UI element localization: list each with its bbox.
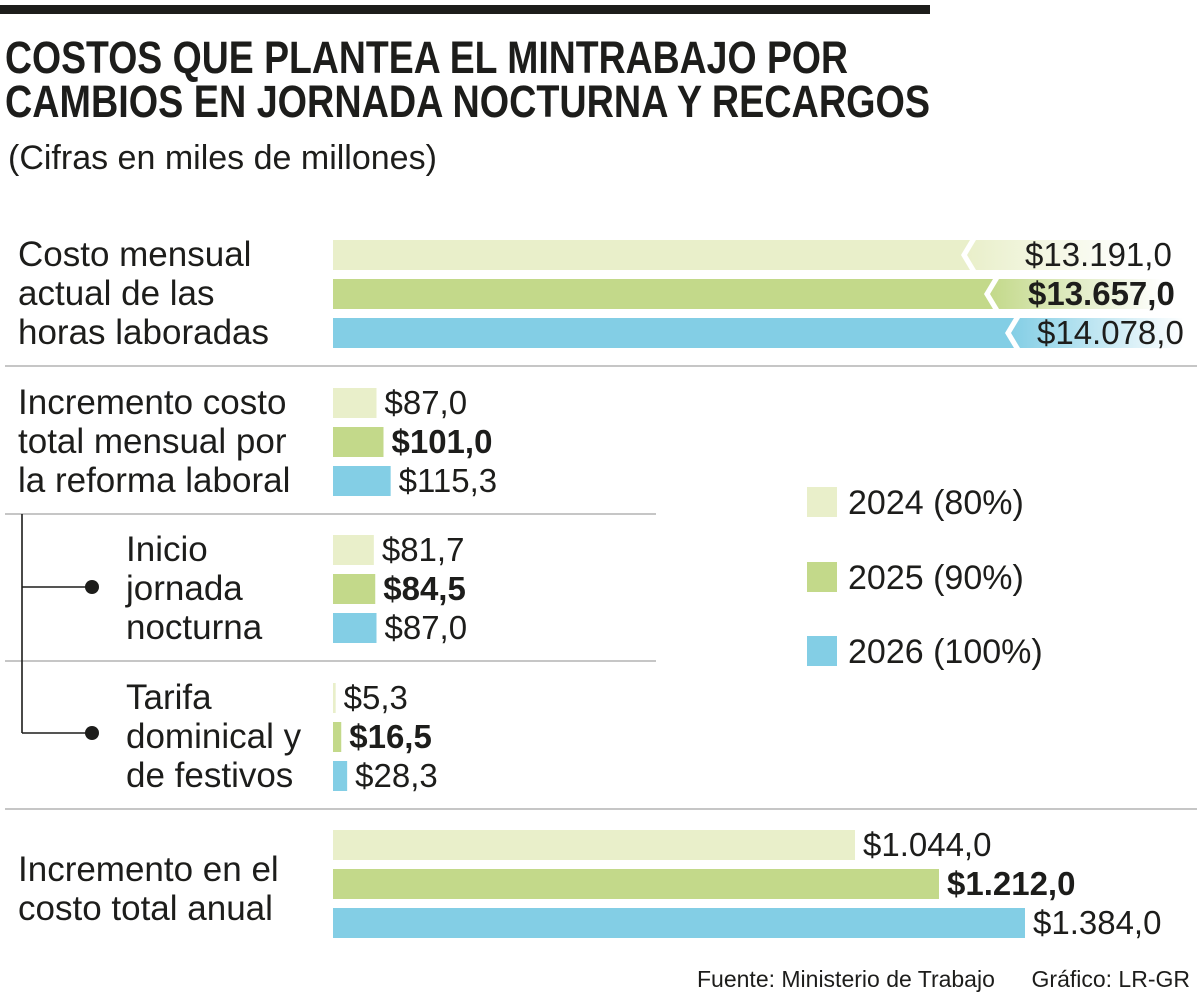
value-label-group2-2026: $115,3 — [399, 462, 497, 499]
bar-group2-2024 — [333, 388, 377, 418]
subtitle: (Cifras en miles de millones) — [8, 139, 437, 177]
subcategory-bracket — [21, 514, 99, 740]
title-line-2: CAMBIOS EN JORNADA NOCTURNA Y RECARGOS — [5, 76, 930, 127]
value-label-group2-2024: $87,0 — [385, 384, 468, 421]
legend-label-2025: 2025 (90%) — [848, 559, 1024, 597]
graphic-credit: Gráfico: LR-GR — [1032, 966, 1190, 992]
bar-group5-2025 — [333, 869, 939, 899]
category-label-line: costo total anual — [18, 889, 273, 928]
value-label-group4-2026: $28,3 — [355, 757, 438, 794]
bar-group4-2026 — [333, 761, 348, 791]
category-label-line: Tarifa — [126, 678, 212, 717]
source-note: Fuente: Ministerio de Trabajo — [697, 966, 995, 992]
category-label-line: Costo mensual — [18, 235, 251, 274]
value-label-group5-2026: $1.384,0 — [1033, 904, 1161, 941]
bar-group5-2024 — [333, 830, 855, 860]
bar-group3-2024 — [333, 535, 374, 565]
legend-swatch-2026 — [807, 636, 837, 666]
legend-swatch-2025 — [807, 562, 837, 592]
bar-group4-2024 — [333, 683, 336, 713]
title-line-1: COSTOS QUE PLANTEA EL MINTRABAJO POR — [5, 32, 848, 83]
legend-item-2024: 2024 (80%) — [807, 484, 1024, 522]
category-label-line: Incremento costo — [18, 383, 286, 422]
category-label-line: horas laboradas — [18, 313, 269, 352]
bar-group2-2025 — [333, 427, 384, 457]
bar-group2-2026 — [333, 466, 391, 496]
bracket-dot-tarifa — [85, 726, 99, 740]
legend: 2024 (80%) 2025 (90%) 2026 (100%) — [807, 484, 1043, 671]
bar-group3-2026 — [333, 613, 377, 643]
value-label-group1-2025: $13.657,0 — [1028, 275, 1175, 312]
legend-item-2026: 2026 (100%) — [807, 633, 1043, 671]
top-rule — [0, 5, 930, 14]
bar-group1-2024 — [333, 240, 970, 270]
bracket-dot-inicio — [85, 580, 99, 594]
bar-break-tail-group1-2024 — [967, 240, 1140, 270]
legend-item-2025: 2025 (90%) — [807, 559, 1024, 597]
category-label-line: nocturna — [126, 608, 263, 647]
value-label-group1-2024: $13.191,0 — [1025, 236, 1172, 273]
legend-label-2026: 2026 (100%) — [848, 633, 1043, 671]
value-label-group1-2026: $14.078,0 — [1037, 314, 1184, 351]
bar-group1-2025 — [333, 279, 993, 309]
value-label-group3-2025: $84,5 — [383, 570, 466, 607]
bar-break-tail-group1-2025 — [990, 279, 1163, 309]
category-label-line: Inicio — [126, 530, 208, 569]
bar-group1-2026 — [333, 318, 1014, 348]
category-label-line: dominical y — [126, 717, 302, 756]
category-label-line: Incremento en el — [18, 850, 279, 889]
value-label-group3-2026: $87,0 — [385, 609, 468, 646]
value-label-group5-2024: $1.044,0 — [863, 826, 991, 863]
bar-group3-2025 — [333, 574, 376, 604]
bar-group4-2025 — [333, 722, 342, 752]
value-label-group5-2025: $1.212,0 — [947, 865, 1075, 902]
bar-group5-2026 — [333, 908, 1025, 938]
legend-label-2024: 2024 (80%) — [848, 484, 1024, 522]
category-label-line: jornada — [125, 569, 243, 608]
category-label-line: la reforma laboral — [18, 461, 290, 500]
legend-swatch-2024 — [807, 487, 837, 517]
category-label-line: total mensual por — [18, 422, 287, 461]
value-label-group4-2025: $16,5 — [349, 718, 432, 755]
value-label-group4-2024: $5,3 — [344, 679, 408, 716]
value-label-group3-2024: $81,7 — [382, 531, 465, 568]
value-label-group2-2025: $101,0 — [392, 423, 493, 460]
category-label-line: de festivos — [126, 756, 293, 795]
bar-break-tail-group1-2026 — [1011, 318, 1184, 348]
separators — [5, 365, 1197, 810]
category-label-line: actual de las — [18, 274, 215, 313]
